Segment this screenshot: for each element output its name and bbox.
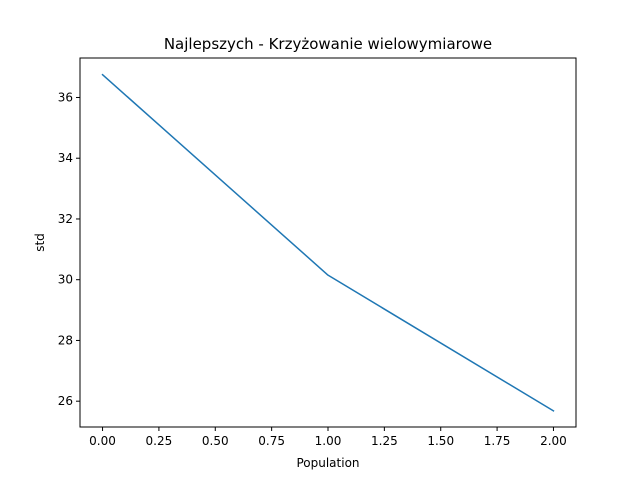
y-tick-label: 36 bbox=[58, 90, 73, 104]
y-tick-label: 26 bbox=[58, 394, 73, 408]
axis-ticks: 0.00 0.25 0.50 0.75 1.00 1.25 1.50 1.75 2.00 26 28… bbox=[58, 90, 567, 448]
x-tick-label: 1.50 bbox=[427, 434, 454, 448]
series-line bbox=[101, 73, 555, 412]
y-tick-label: 34 bbox=[58, 151, 73, 165]
y-tick-label: 32 bbox=[58, 212, 73, 226]
chart-title: Najlepszych - Krzyżowanie wielowymiarowe bbox=[164, 35, 492, 53]
x-tick-label: 0.75 bbox=[258, 434, 285, 448]
x-axis-label: Population bbox=[296, 456, 359, 470]
plot-area bbox=[101, 73, 555, 412]
y-tick-label: 30 bbox=[58, 273, 73, 287]
x-tick-label: 1.00 bbox=[315, 434, 342, 448]
y-axis-label: std bbox=[33, 233, 47, 252]
x-tick-label: 0.00 bbox=[89, 434, 116, 448]
x-tick-label: 0.50 bbox=[202, 434, 229, 448]
x-tick-label: 0.25 bbox=[146, 434, 173, 448]
x-tick-label: 1.25 bbox=[371, 434, 398, 448]
y-tick-label: 28 bbox=[58, 333, 73, 347]
x-tick-label: 1.75 bbox=[484, 434, 511, 448]
x-tick-label: 2.00 bbox=[540, 434, 567, 448]
axes-frame bbox=[79, 57, 577, 428]
